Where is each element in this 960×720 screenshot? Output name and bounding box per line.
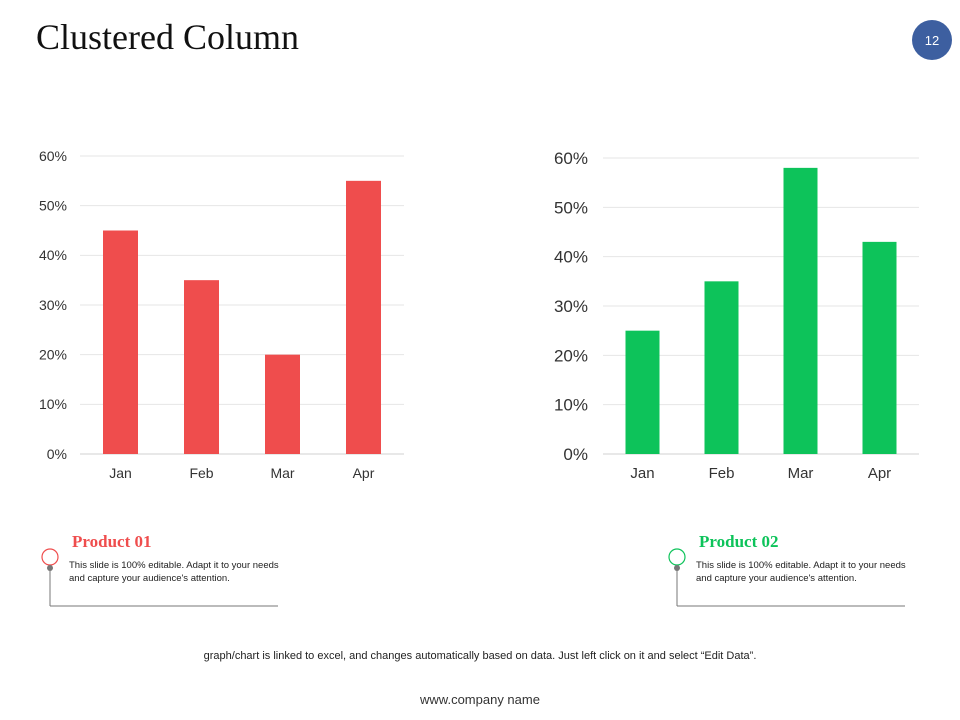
chart2-y-tick-label: 40% (554, 248, 588, 267)
product-01-title: Product 01 (72, 532, 152, 551)
chart1-y-tick-label: 0% (47, 446, 67, 462)
footer-note: graph/chart is linked to excel, and chan… (203, 650, 757, 662)
chart1-y-tick-label: 30% (39, 297, 67, 313)
chart1-bar-jan[interactable] (103, 230, 138, 455)
chart2-y-tick-label: 20% (554, 346, 588, 365)
chart1-y-tick-label: 60% (39, 148, 67, 164)
chart1-bar-mar[interactable] (265, 354, 300, 454)
callout-product-02-marker (668, 548, 905, 607)
chart1-x-tick-label: Apr (353, 465, 375, 481)
chart-product-01[interactable]: 0% 10% 20% 30% 40% 50% 60% Jan Feb Mar Apr (0, 0, 480, 500)
chart2-bar-mar[interactable] (783, 167, 818, 454)
chart2-x-tick-label: Jan (630, 465, 654, 482)
product-01-description: This slide is 100% editable. Adapt it to… (69, 560, 279, 584)
chart1-bar-feb[interactable] (184, 280, 219, 454)
chart1-bar-apr[interactable] (346, 180, 381, 455)
callout-product-01-marker (41, 548, 278, 607)
chart-product-02[interactable]: 0% 10% 20% 30% 40% 50% 60% Jan Feb Mar Apr (0, 0, 960, 500)
chart2-y-tick-label: 60% (554, 149, 588, 168)
chart1-x-tick-label: Mar (270, 465, 294, 481)
chart1-x-tick-label: Feb (189, 465, 213, 481)
chart1-x-tick-label: Jan (109, 465, 132, 481)
chart1-y-tick-label: 50% (39, 198, 67, 214)
company-name: www.company name (420, 692, 540, 707)
chart2-y-tick-label: 50% (554, 198, 588, 217)
product-02-title: Product 02 (699, 532, 779, 551)
page-number-badge: 12 (912, 20, 952, 60)
product-02-description: This slide is 100% editable. Adapt it to… (696, 560, 906, 584)
chart2-x-tick-label: Feb (709, 465, 735, 482)
chart2-bar-apr[interactable] (862, 241, 897, 454)
chart2-bar-feb[interactable] (704, 281, 739, 454)
chart2-x-tick-label: Mar (788, 465, 814, 482)
chart2-y-tick-label: 30% (554, 297, 588, 316)
chart2-x-tick-label: Apr (868, 465, 891, 482)
chart1-y-tick-label: 40% (39, 247, 67, 263)
chart2-y-tick-label: 10% (554, 396, 588, 415)
slide-title: Clustered Column (36, 17, 299, 57)
chart1-y-tick-label: 20% (39, 347, 67, 363)
chart2-bar-jan[interactable] (625, 330, 660, 454)
chart2-y-tick-label: 0% (563, 445, 588, 464)
chart1-y-tick-label: 10% (39, 396, 67, 412)
